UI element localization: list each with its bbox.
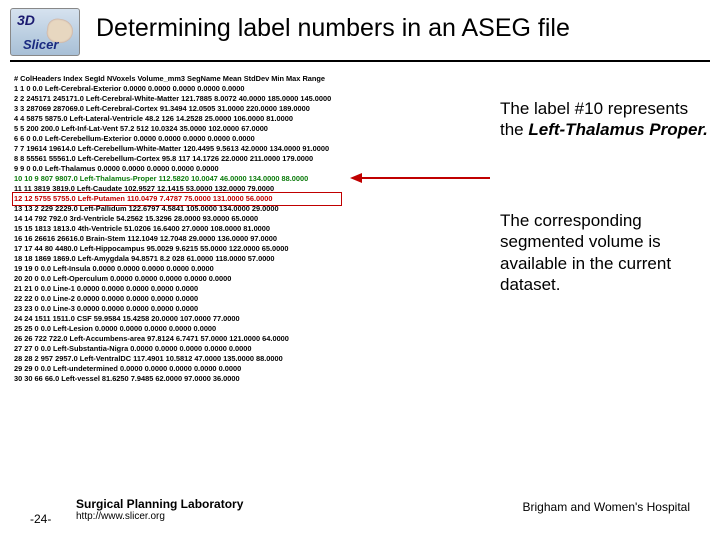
slide: 3D Slicer Determining label numbers in a… [0,0,720,540]
data-line: 25 25 0 0.0 Left-Lesion 0.0000 0.0000 0.… [14,324,474,334]
note-label-10: The label #10 represents the Left-Thalam… [500,98,708,141]
slicer-logo: 3D Slicer [10,8,80,56]
data-line: # ColHeaders Index SegId NVoxels Volume_… [14,74,474,84]
data-line: 30 30 66 66.0 Left-vessel 81.6250 7.9485… [14,374,474,384]
data-line: 5 5 200 200.0 Left-Inf-Lat-Vent 57.2 512… [14,124,474,134]
data-line: 17 17 44 80 4480.0 Left-Hippocampus 95.0… [14,244,474,254]
footer-left: Surgical Planning Laboratory http://www.… [76,497,243,522]
footer-url: http://www.slicer.org [76,511,243,522]
data-line: 3 3 287069 287069.0 Left-Cerebral-Cortex… [14,104,474,114]
data-line: 14 14 792 792.0 3rd-Ventricle 54.2562 15… [14,214,474,224]
logo-bottom: Slicer [23,37,58,52]
data-line: 2 2 245171 245171.0 Left-Cerebral-White-… [14,94,474,104]
data-line: 29 29 0 0.0 Left-undetermined 0.0000 0.0… [14,364,474,374]
data-line: 26 26 722 722.0 Left-Accumbens-area 97.8… [14,334,474,344]
data-line: 8 8 55561 55561.0 Left-Cerebellum-Cortex… [14,154,474,164]
data-line: 28 28 2 957 2957.0 Left-VentralDC 117.49… [14,354,474,364]
data-line: 1 1 0 0.0 Left-Cerebral-Exterior 0.0000 … [14,84,474,94]
note-volume: The corresponding segmented volume is av… [500,210,708,295]
page-number: -24- [30,512,51,526]
footer-lab: Surgical Planning Laboratory [76,497,243,511]
highlight-box [12,192,342,206]
arrow-line [360,177,490,179]
data-line: 23 23 0 0.0 Line-3 0.0000 0.0000 0.0000 … [14,304,474,314]
data-line: 19 19 0 0.0 Left-Insula 0.0000 0.0000 0.… [14,264,474,274]
data-line: 6 6 0 0.0 Left-Cerebellum-Exterior 0.000… [14,134,474,144]
data-line: 18 18 1869 1869.0 Left-Amygdala 94.8571 … [14,254,474,264]
data-line: 21 21 0 0.0 Line-1 0.0000 0.0000 0.0000 … [14,284,474,294]
data-line: 27 27 0 0.0 Left-Substantia-Nigra 0.0000… [14,344,474,354]
logo-top: 3D [17,12,35,28]
data-line: 10 10 9 807 9807.0 Left-Thalamus-Proper … [14,174,474,184]
slide-title: Determining label numbers in an ASEG fil… [96,14,570,43]
footer-hospital: Brigham and Women's Hospital [523,500,690,514]
title-underline [10,60,710,62]
data-line: 16 16 26616 26616.0 Brain-Stem 112.1049 … [14,234,474,244]
data-line: 15 15 1813 1813.0 4th-Ventricle 51.0206 … [14,224,474,234]
data-line: 9 9 0 0.0 Left-Thalamus 0.0000 0.0000 0.… [14,164,474,174]
data-line: 22 22 0 0.0 Line-2 0.0000 0.0000 0.0000 … [14,294,474,304]
data-line: 7 7 19614 19614.0 Left-Cerebellum-White-… [14,144,474,154]
data-line: 24 24 1511 1511.0 CSF 59.9584 15.4258 20… [14,314,474,324]
data-line: 20 20 0 0.0 Left-Operculum 0.0000 0.0000… [14,274,474,284]
aseg-data-block: # ColHeaders Index SegId NVoxels Volume_… [14,74,474,384]
data-line: 4 4 5875 5875.0 Left-Lateral-Ventricle 4… [14,114,474,124]
